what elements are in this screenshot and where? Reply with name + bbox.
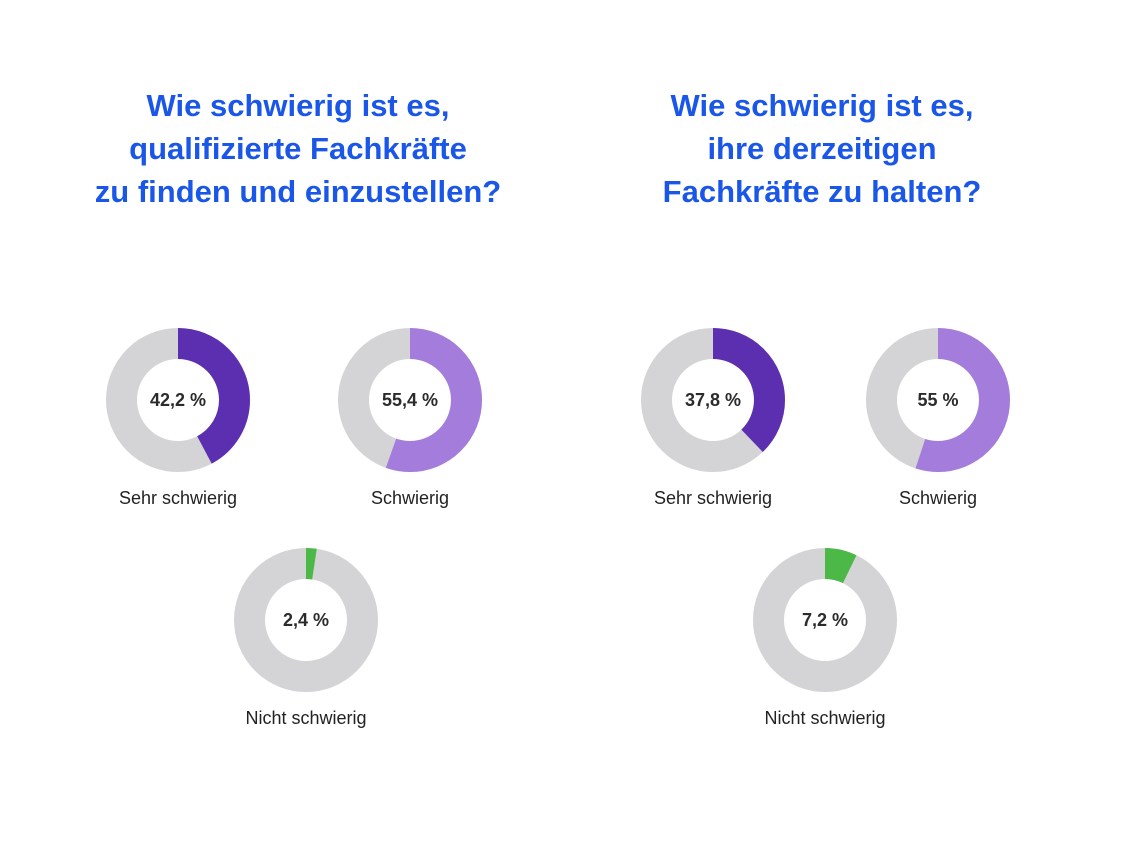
donut-chart (753, 548, 897, 692)
donut-slice (866, 328, 1010, 472)
donut-left-nicht-schwierig: 2,4 % (234, 548, 378, 692)
donut-value: 55,4 % (381, 389, 439, 410)
donut-chart (641, 328, 785, 472)
donut-label: Schwierig (898, 488, 978, 508)
donut-value: 2,4 % (282, 609, 330, 630)
donut-value: 7,2 % (801, 609, 849, 630)
donut-slice (106, 328, 250, 472)
donut-slice (753, 548, 897, 692)
donut-label: Nicht schwierig (245, 708, 367, 728)
title-line: Wie schwierig ist es, (146, 88, 450, 123)
donut-left-schwierig: 55,4 % (338, 328, 482, 472)
donut-right-schwierig: 55 % (866, 328, 1010, 472)
title-line: zu finden und einzustellen? (94, 174, 502, 209)
donut-value: 42,2 % (149, 389, 207, 410)
donut-label: Sehr schwierig (653, 488, 773, 508)
chart-title-right: Wie schwierig ist es, ihre derzeitigen F… (562, 84, 1082, 213)
donut-label: Sehr schwierig (118, 488, 238, 508)
donut-label: Nicht schwierig (764, 708, 886, 728)
donut-chart (106, 328, 250, 472)
donut-slice (234, 548, 378, 692)
donut-slice (338, 328, 482, 472)
donut-chart (866, 328, 1010, 472)
title-line: ihre derzeitigen (707, 131, 937, 166)
donut-chart (338, 328, 482, 472)
donut-slice (641, 328, 785, 472)
donut-chart (234, 548, 378, 692)
title-line: qualifizierte Fachkräfte (129, 131, 467, 166)
donut-value: 37,8 % (684, 389, 742, 410)
donut-right-sehr-schwierig: 37,8 % (641, 328, 785, 472)
chart-title-left: Wie schwierig ist es, qualifizierte Fach… (38, 84, 558, 213)
donut-left-sehr-schwierig: 42,2 % (106, 328, 250, 472)
donut-right-nicht-schwierig: 7,2 % (753, 548, 897, 692)
title-line: Wie schwierig ist es, (670, 88, 974, 123)
title-line: Fachkräfte zu halten? (662, 174, 982, 209)
donut-label: Schwierig (370, 488, 450, 508)
donut-value: 55 % (917, 389, 959, 410)
